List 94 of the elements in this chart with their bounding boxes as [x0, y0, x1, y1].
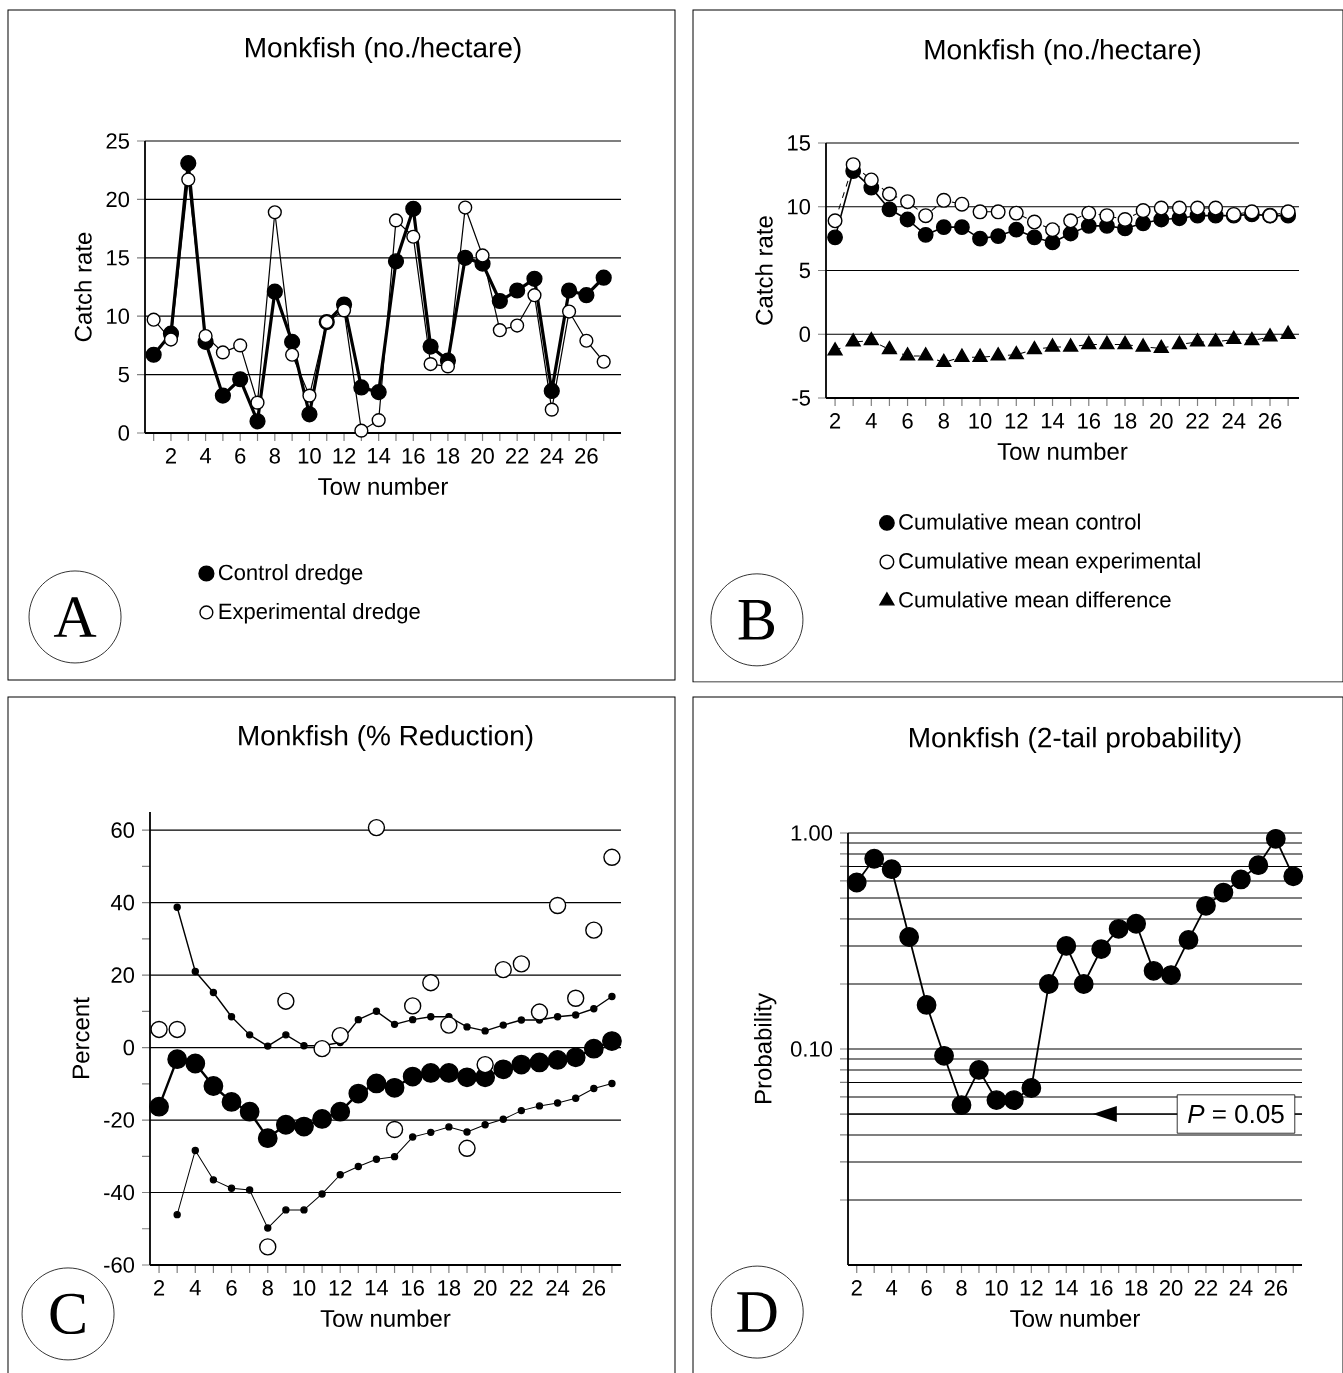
chart-title: Monkfish (% Reduction) [239, 724, 533, 752]
x-tick-label: 6 [226, 1280, 237, 1296]
x-axis-title: Tow number [997, 442, 1128, 460]
x-tick-label: 12 [333, 448, 356, 464]
x-tick-label: 8 [938, 413, 949, 429]
x-axis-title: Tow number [318, 477, 448, 495]
y-tick-label: -5 [792, 390, 810, 406]
y-tick-label: 25 [106, 133, 129, 149]
x-tick-label: 16 [402, 1280, 424, 1296]
x-tick-label: 20 [1159, 1280, 1183, 1296]
x-tick-label: 2 [851, 1280, 862, 1296]
y-axis-title: Catch rate [74, 232, 92, 342]
text: B [738, 600, 775, 640]
legend-label: Control dredge [218, 564, 363, 585]
y-axis-title: Probability [754, 993, 777, 1104]
x-tick-label: 14 [368, 448, 391, 464]
x-tick-label: 22 [510, 1280, 533, 1296]
legend-label: Experimental dredge [219, 602, 420, 624]
x-tick-label: 12 [329, 1280, 352, 1296]
x-tick-label: 20 [471, 448, 494, 464]
x-tick-label: 24 [1229, 1280, 1253, 1296]
x-tick-label: 18 [438, 1280, 461, 1296]
chart-title: Monkfish (no./hectare) [246, 36, 521, 64]
x-tick-label: 26 [582, 1280, 606, 1296]
text: C [50, 1293, 85, 1335]
text: D [737, 1292, 777, 1332]
x-tick-label: 20 [473, 1280, 497, 1296]
y-tick-label: 0 [799, 326, 811, 343]
legend-label: Cumulative mean experimental [899, 552, 1200, 573]
x-tick-label: 2 [830, 413, 841, 429]
y-tick-label: 60 [111, 822, 135, 838]
x-tick-label: 14 [365, 1280, 389, 1296]
x-tick-label: 18 [1114, 413, 1137, 429]
x-tick-label: 4 [199, 448, 212, 464]
ref-line-label: P = 0.05 [1188, 1104, 1284, 1124]
x-axis-title: Tow number [320, 1309, 451, 1327]
x-tick-label: 10 [298, 448, 321, 464]
legend-label: Cumulative mean difference [899, 591, 1171, 608]
x-tick-label: 6 [235, 448, 246, 464]
x-tick-label: 6 [921, 1280, 932, 1296]
y-axis-title: Catch rate [755, 216, 773, 325]
chart-title: Monkfish (no./hectare) [925, 38, 1200, 66]
y-tick-label: 10 [788, 198, 811, 215]
x-tick-label: 18 [437, 448, 460, 464]
x-tick-label: 18 [1125, 1280, 1148, 1296]
x-tick-label: 24 [546, 1280, 570, 1296]
y-tick-label: -60 [104, 1257, 135, 1273]
x-tick-label: 22 [1186, 413, 1209, 429]
x-tick-label: 10 [985, 1280, 1008, 1296]
y-tick-label: 0 [118, 425, 130, 441]
x-tick-label: 2 [165, 448, 176, 464]
y-tick-label: 20 [111, 967, 135, 983]
text: A [53, 597, 97, 637]
x-tick-label: 16 [402, 448, 425, 464]
x-tick-label: 26 [1264, 1280, 1288, 1296]
y-tick-label: 15 [788, 135, 810, 151]
x-tick-label: 10 [293, 1280, 316, 1296]
y-tick-label: 5 [118, 366, 129, 383]
y-tick-label: 1.00 [791, 825, 833, 841]
x-axis-title: Tow number [1010, 1309, 1140, 1327]
x-tick-label: 6 [902, 413, 913, 429]
y-tick-label: 15 [107, 250, 129, 266]
x-tick-label: 10 [969, 413, 992, 429]
x-tick-label: 20 [1150, 413, 1173, 429]
y-tick-label: 0.10 [790, 1041, 833, 1057]
x-tick-label: 16 [1090, 1280, 1113, 1296]
x-tick-label: 4 [189, 1280, 201, 1296]
x-tick-label: 12 [1020, 1280, 1043, 1296]
x-tick-label: 26 [1258, 413, 1282, 429]
y-axis-title: Percent [72, 997, 90, 1078]
y-tick-label: 0 [123, 1039, 135, 1056]
y-tick-label: 10 [107, 308, 130, 324]
x-tick-label: 14 [1055, 1280, 1078, 1296]
x-tick-label: 16 [1078, 413, 1101, 429]
y-tick-label: 40 [110, 894, 135, 911]
chart-title: Monkfish (2-tail probability) [910, 726, 1241, 754]
x-tick-label: 2 [154, 1280, 165, 1296]
x-tick-label: 4 [886, 1280, 898, 1296]
y-tick-label: -20 [104, 1112, 135, 1128]
x-tick-label: 12 [1005, 413, 1028, 429]
x-tick-label: 8 [269, 448, 280, 464]
x-tick-label: 8 [262, 1280, 273, 1296]
y-tick-label: -40 [104, 1184, 135, 1201]
y-tick-label: 5 [799, 262, 810, 279]
y-tick-label: 20 [106, 191, 130, 208]
legend-label: Cumulative mean control [899, 513, 1140, 530]
x-tick-label: 8 [956, 1280, 967, 1296]
x-tick-label: 22 [1194, 1280, 1218, 1296]
x-tick-label: 26 [575, 448, 598, 464]
x-tick-label: 14 [1041, 413, 1065, 429]
x-tick-label: 24 [1222, 413, 1246, 429]
x-tick-label: 4 [865, 413, 877, 429]
x-tick-label: 22 [506, 448, 529, 464]
x-tick-label: 24 [540, 448, 564, 464]
